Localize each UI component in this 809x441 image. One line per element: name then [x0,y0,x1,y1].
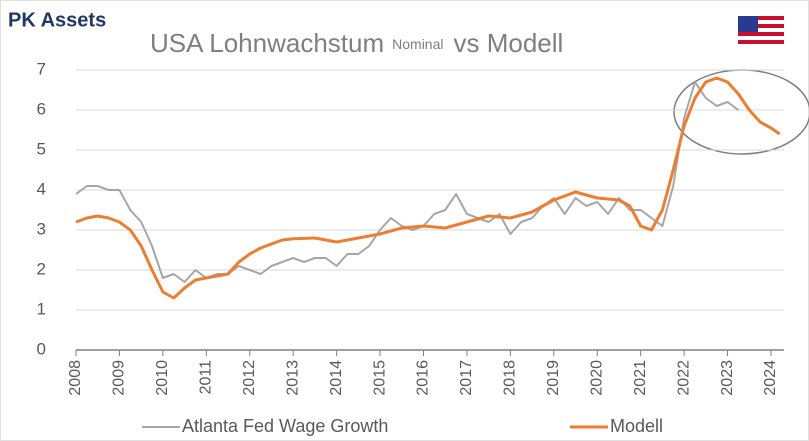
y-tick-label: 6 [37,99,46,118]
title-note: Nominal [392,36,443,52]
y-tick-label: 4 [37,179,46,198]
y-tick-label: 7 [37,59,46,78]
y-tick-label: 2 [37,259,46,278]
x-tick-label: 2022 [675,360,692,396]
x-tick-label: 2020 [588,360,605,396]
y-tick-label: 1 [37,299,46,318]
title-main: USA Lohnwachstum [150,28,384,58]
x-tick-label: 2015 [371,360,388,396]
brand: PK Assets [8,9,106,31]
y-tick-label: 0 [37,339,46,358]
y-tick-label: 3 [37,219,46,238]
x-tick-label: 2019 [545,360,562,396]
x-tick-label: 2011 [198,360,215,395]
x-tick-label: 2023 [719,360,736,396]
title-end: vs Modell [454,28,564,58]
x-tick-label: 2024 [762,360,779,396]
legend-label: Modell [610,416,663,436]
x-tick-label: 2010 [154,360,171,396]
us-flag [738,16,784,44]
x-tick-label: 2021 [632,360,649,396]
series-line [75,76,781,300]
x-tick-label: 2009 [111,360,128,396]
chart-title: USA Lohnwachstum Nominal vs Modell [150,28,563,58]
x-tick-label: 2012 [241,360,258,396]
x-tick-label: 2008 [67,360,84,396]
x-tick-label: 2013 [284,360,301,396]
x-tick-label: 2016 [415,360,432,396]
x-tick-label: 2014 [328,360,345,396]
x-tick-label: 2018 [502,360,519,396]
legend-label: Atlanta Fed Wage Growth [182,416,388,436]
x-tick-label: 2017 [458,360,475,396]
y-tick-label: 5 [37,139,46,158]
